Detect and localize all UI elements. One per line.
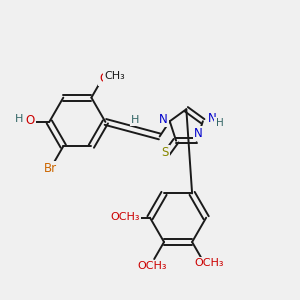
Text: N: N <box>208 112 217 125</box>
Text: S: S <box>162 146 169 159</box>
Text: H: H <box>14 114 23 124</box>
Text: H: H <box>131 115 139 124</box>
Text: O: O <box>100 72 109 85</box>
Text: Br: Br <box>44 162 57 175</box>
Text: OCH₃: OCH₃ <box>137 261 167 271</box>
Text: OCH₃: OCH₃ <box>194 258 224 268</box>
Text: N: N <box>159 113 167 126</box>
Text: OCH₃: OCH₃ <box>110 212 140 222</box>
Text: CH₃: CH₃ <box>104 71 125 81</box>
Text: H: H <box>215 118 223 128</box>
Text: N: N <box>194 127 203 140</box>
Text: O: O <box>26 114 35 127</box>
